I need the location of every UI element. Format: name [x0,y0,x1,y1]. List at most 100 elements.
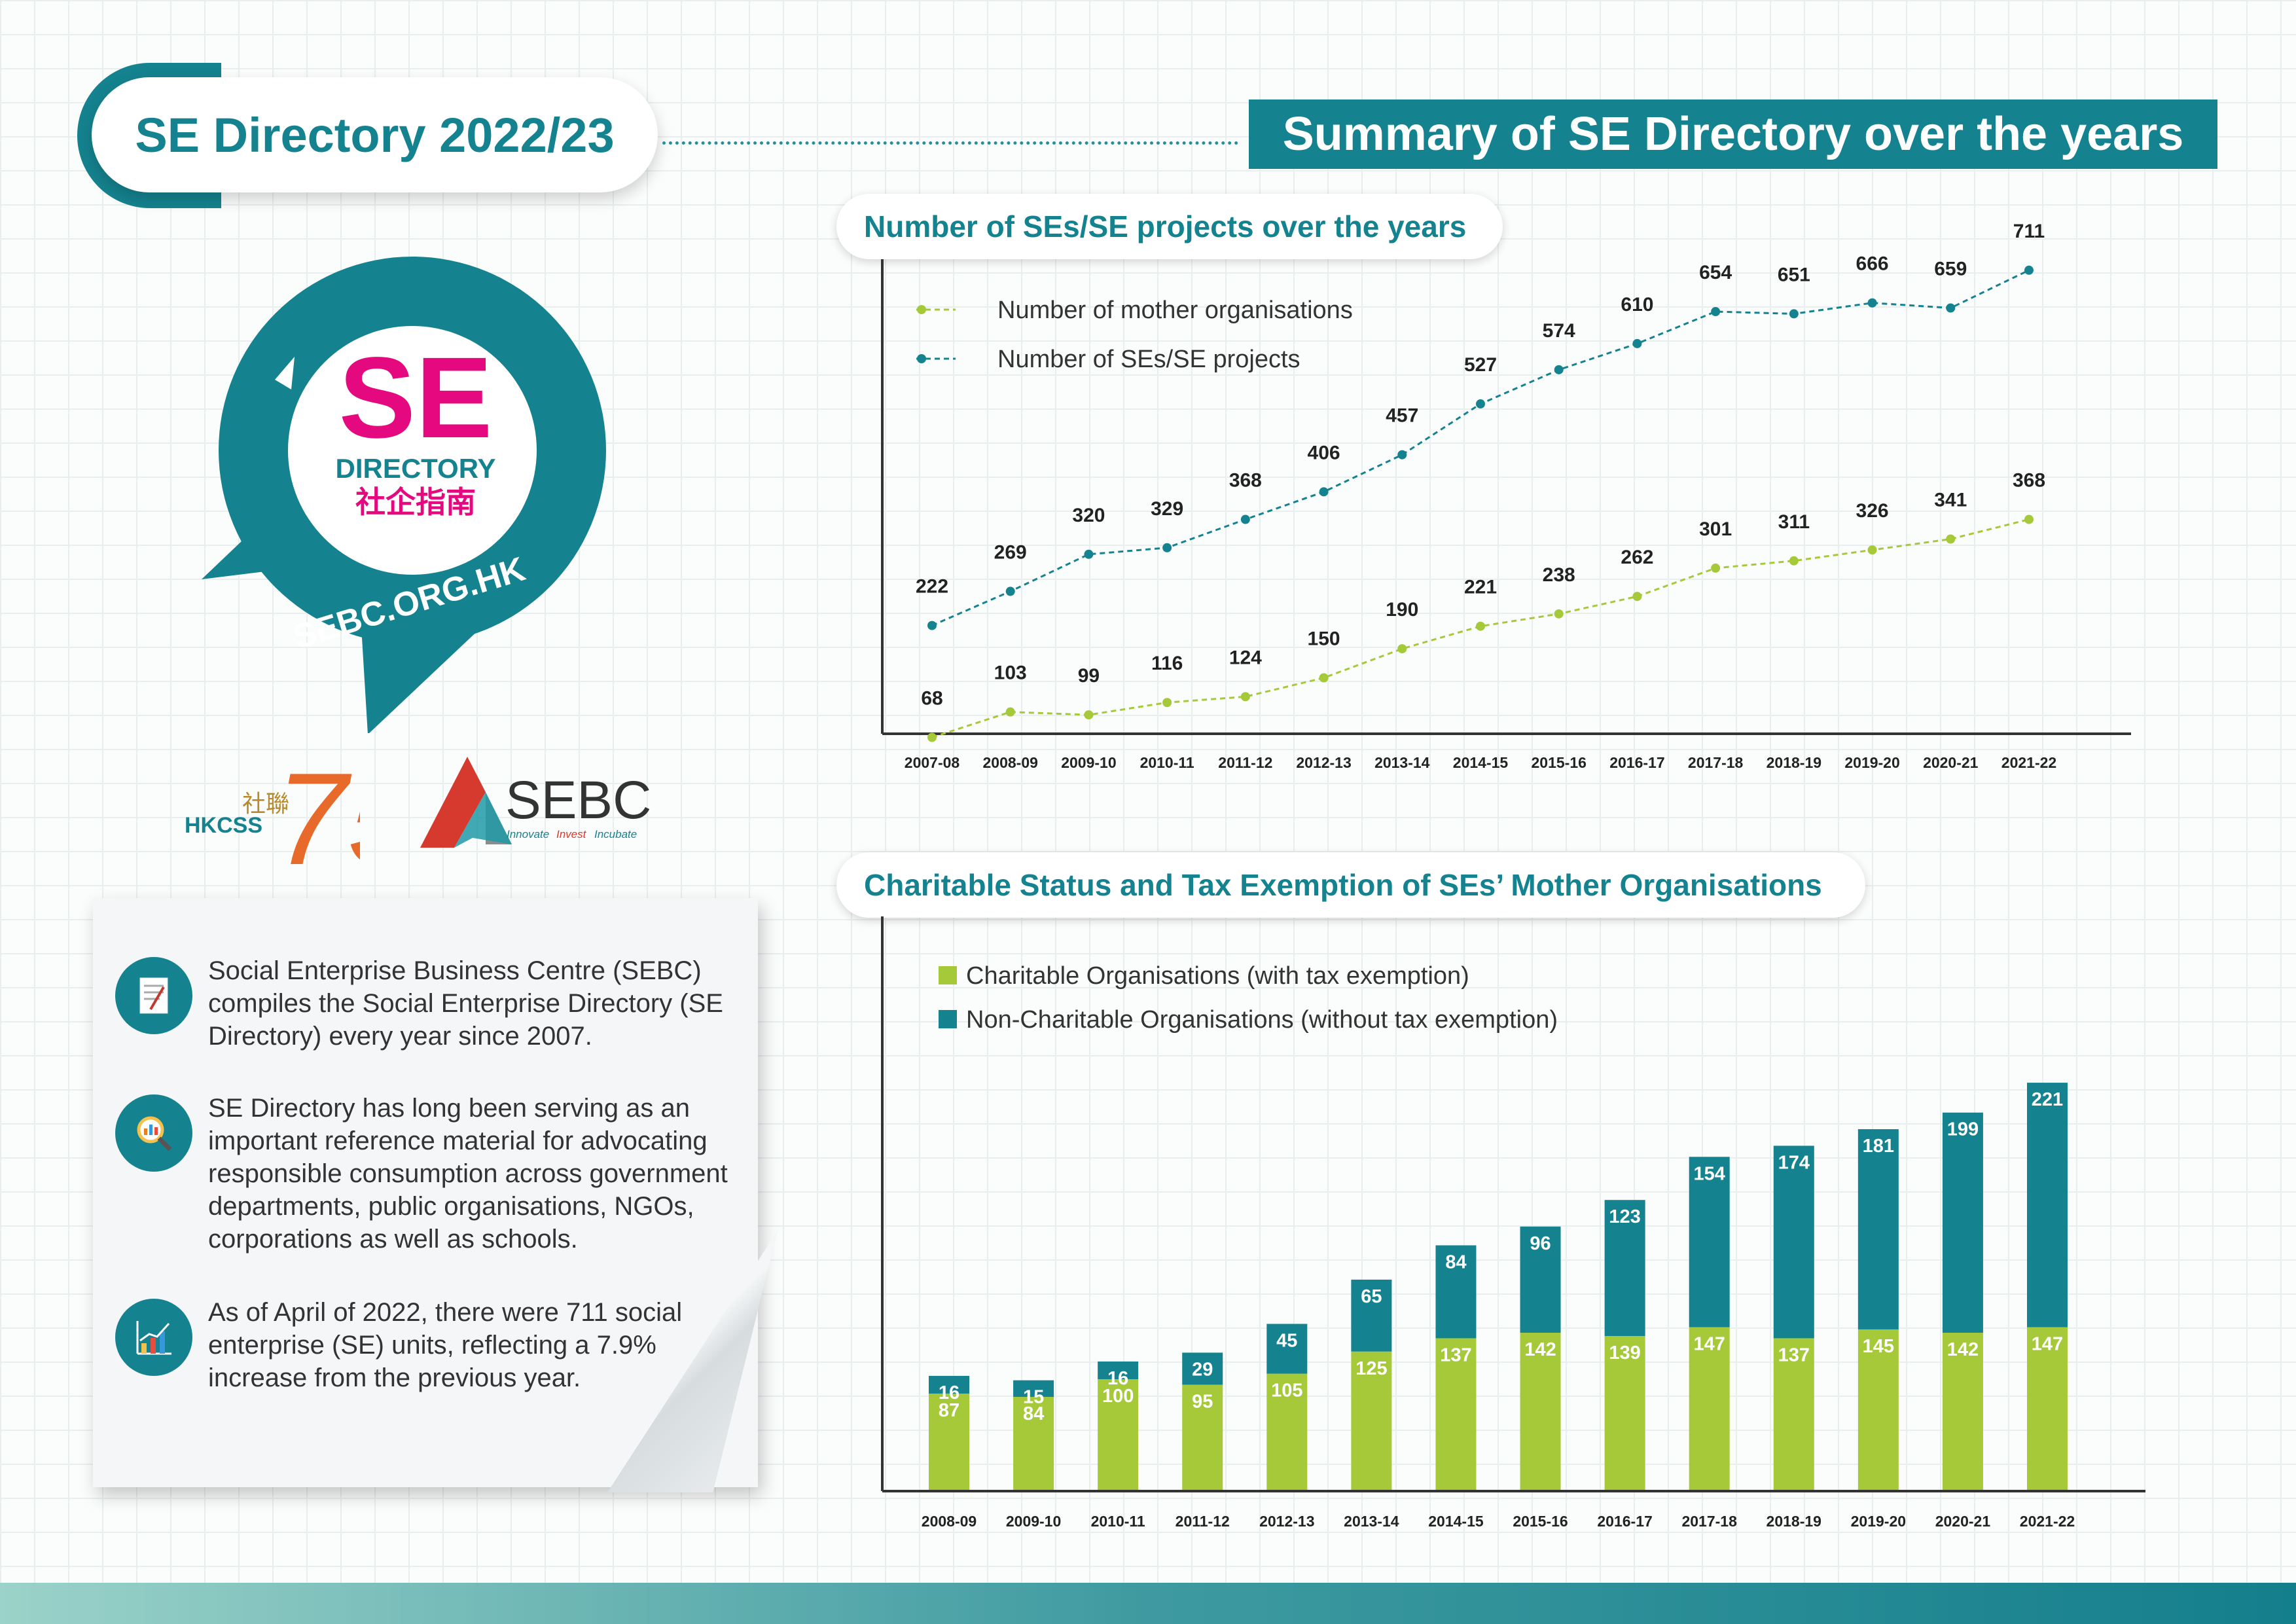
bottom-band [0,1583,2296,1624]
line-data-label: 311 [1778,511,1810,533]
legend-marker-projects [917,354,926,363]
hkcss-chinese-text: 社聯 [242,790,289,817]
bar-data-label: 87 [939,1400,960,1421]
line-x-tick-label: 2012-13 [1296,754,1351,771]
bar-data-label: 181 [1863,1136,1894,1157]
line-chart-title-pill: Number of SEs/SE projects over the years [836,194,1503,259]
line-x-tick-label: 2016-17 [1609,754,1664,771]
line-data-label: 341 [1934,489,1967,511]
bar-data-label: 96 [1530,1233,1551,1254]
line-point [1632,338,1642,348]
bar-data-label: 15 [1023,1387,1044,1408]
bar-charitable [929,1393,969,1490]
bar-x-tick-label: 2016-17 [1597,1513,1652,1530]
line-point [1867,545,1877,555]
legend-label-mother: Number of mother organisations [997,297,1353,324]
bar-data-label: 147 [1693,1334,1725,1355]
line-point [1476,621,1485,631]
bar-charitable [1689,1327,1730,1490]
bar-noncharitable [1098,1361,1139,1379]
bar-x-tick-label: 2017-18 [1681,1513,1737,1530]
legend-label-projects: Number of SEs/SE projects [997,346,1300,373]
bar-charitable [1604,1336,1645,1490]
info-text: As of April of 2022, there were 711 soci… [208,1298,683,1392]
bar-data-label: 221 [2032,1089,2063,1110]
line-point [1084,710,1094,720]
info-text: Social Enterprise Business Centre (SEBC)… [208,956,723,1051]
bar-data-label: 123 [1609,1206,1640,1227]
bar-data-label: 139 [1609,1343,1640,1363]
line-x-tick-label: 2013-14 [1374,754,1430,771]
line-data-label: 269 [994,541,1027,563]
line-data-label: 116 [1151,653,1183,674]
bar-data-label: 84 [1023,1403,1044,1424]
logo-chinese-text: 社企指南 [355,485,476,519]
growth-chart-icon [115,1299,192,1376]
bar-x-tick-label: 2011-12 [1175,1513,1230,1530]
line-x-tick-label: 2009-10 [1061,754,1116,771]
legend-label-charitable: Charitable Organisations (with tax exemp… [966,962,1469,990]
line-point [1240,692,1250,702]
bar-charitable [1182,1384,1223,1490]
legend-swatch-charitable [939,966,957,984]
line-data-label: 574 [1543,320,1575,342]
line-chart-legend: Number of mother organisations Number of… [916,297,1353,373]
magnifier-icon [115,1094,192,1172]
bar-x-tick-label: 2021-22 [2020,1513,2075,1530]
sebc-text: SEBC [505,770,651,830]
line-data-label: 320 [1072,505,1105,526]
line-x-tick-label: 2011-12 [1218,754,1272,771]
line-data-label: 654 [1699,262,1732,283]
bar-charitable [1942,1333,1983,1490]
info-item: SE Directory has long been serving as an… [115,1092,744,1255]
line-data-label: 326 [1856,500,1889,522]
bar-data-label: 29 [1192,1359,1213,1380]
line-chart-marks: 2007-08 2008-09 2009-10 2010-11 2011-12 2012-… [905,221,2056,771]
logo-se-text: SE [339,334,493,462]
bar-noncharitable [1351,1279,1392,1352]
line-data-label: 103 [994,662,1027,684]
info-text: SE Directory has long been serving as an… [208,1094,728,1254]
bar-chart-marks: 87162008-0984152009-10100162010-11952920… [922,1083,2075,1530]
line-point [1397,644,1407,654]
bar-chart-legend: Charitable Organisations (with tax exemp… [939,962,1558,1034]
info-item: As of April of 2022, there were 711 soci… [115,1296,744,1394]
pin-inner-circle [288,326,537,575]
bar-noncharitable [1266,1324,1308,1374]
line-point [927,621,937,630]
sebc-logo: SEBC Innovate Invest Incubate [420,757,651,848]
bar-data-label: 154 [1693,1163,1725,1184]
line-point [1319,487,1329,497]
bar-data-label: 84 [1445,1252,1466,1273]
line-data-label: 99 [1078,665,1100,687]
sebc-mark-teal [454,792,512,848]
bar-x-tick-label: 2014-15 [1428,1513,1484,1530]
bar-x-tick-label: 2013-14 [1344,1513,1399,1530]
bar-charitable [1351,1351,1392,1490]
bar-x-tick-label: 2015-16 [1513,1513,1568,1530]
bar-data-label: 95 [1192,1391,1213,1412]
line-point [1632,592,1642,602]
sebc-tag-invest: Invest [556,828,587,840]
page-title: SE Directory 2022/23 [135,107,615,162]
bar-charitable [2027,1327,2068,1490]
sebc-tag-innovate: Innovate [507,828,549,840]
line-data-label: 368 [1229,470,1262,492]
bar-x-tick-label: 2019-20 [1851,1513,1906,1530]
line-point [2024,265,2034,275]
bar-x-tick-label: 2012-13 [1259,1513,1314,1530]
line-data-label: 527 [1464,354,1497,376]
line-point [1397,450,1407,460]
line-x-tick-label: 2014-15 [1453,754,1509,771]
legend-swatch-noncharitable [939,1010,957,1028]
bar-data-label: 65 [1361,1286,1382,1307]
line-data-label: 262 [1621,547,1653,568]
bar-noncharitable [1689,1157,1730,1327]
bar-data-label: 174 [1778,1152,1810,1173]
bar-charitable [1520,1333,1561,1490]
bar-x-tick-label: 2008-09 [922,1513,977,1530]
bar-data-label: 45 [1276,1331,1297,1352]
line-point [1005,586,1015,596]
line-data-label: 659 [1934,259,1967,280]
